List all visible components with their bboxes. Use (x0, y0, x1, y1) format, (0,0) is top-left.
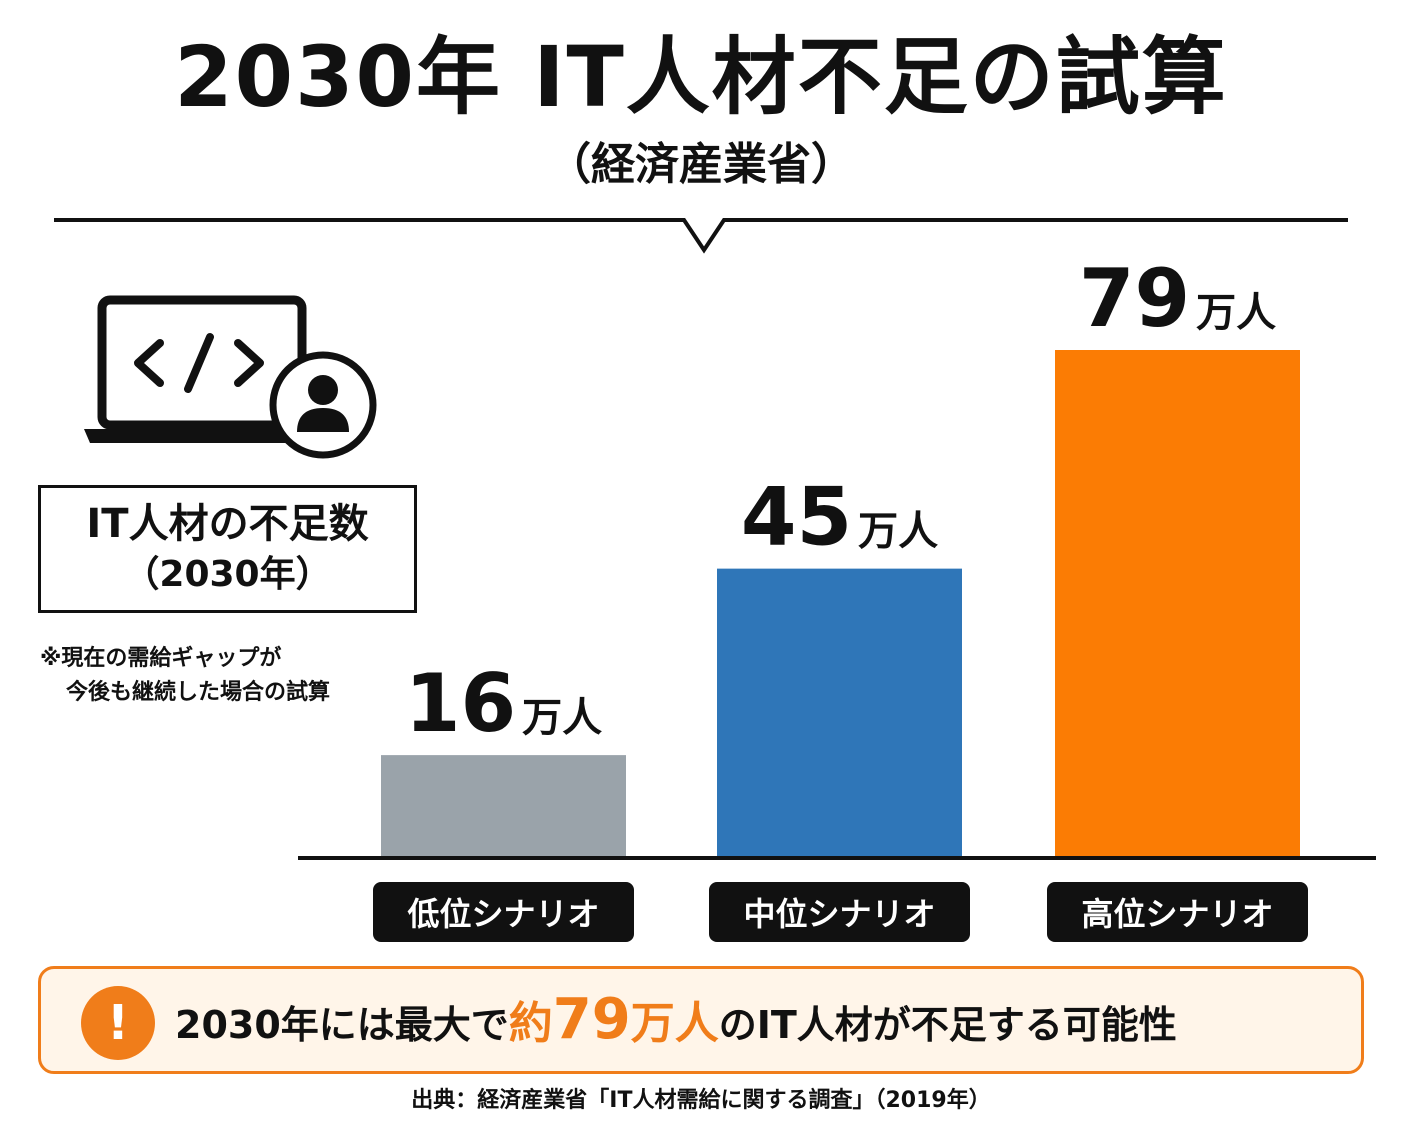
category-label-1: 低位シナリオ (407, 895, 599, 933)
exclamation-icon: ! (81, 986, 155, 1060)
shortage-label-box: IT人材の不足数 （2030年） (38, 485, 417, 613)
source-citation: 出典：経済産業省「IT人材需給に関する調査」（2019年） (411, 1088, 991, 1113)
footnote: ※現在の需給ギャップが 今後も継続した場合の試算 (40, 642, 330, 710)
callout-banner: ! 2030年には最大で約79万人のIT人材が不足する可能性 (38, 966, 1364, 1074)
bar-1 (381, 755, 626, 858)
callout-text: 2030年には最大で約79万人のIT人材が不足する可能性 (175, 969, 1177, 1071)
category-label-2: 中位シナリオ (743, 895, 935, 933)
footnote-line-2: 今後も継続した場合の試算 (66, 680, 331, 705)
footnote-line-1: ※現在の需給ギャップが (40, 646, 282, 671)
bar-value-label-3: 79 万人 (1079, 252, 1276, 345)
user-icon (269, 351, 377, 459)
category-pill-2 (709, 882, 970, 942)
shortage-label-title: IT人材の不足数 (86, 501, 369, 547)
callout-text-after: のIT人材が不足する可能性 (718, 1003, 1177, 1047)
callout-text-before: 2030年には最大で (175, 1003, 509, 1047)
bar-3 (1055, 350, 1300, 858)
category-pill-3 (1047, 882, 1308, 942)
bar-value-label-2: 45 万人 (741, 471, 938, 564)
category-label-3: 高位シナリオ (1081, 895, 1273, 933)
callout-highlight-unit: 万人 (630, 998, 719, 1049)
page-subtitle: （経済産業省） (547, 139, 855, 190)
page-title: 2030年 IT人材不足の試算 (174, 28, 1228, 126)
shortage-label-year: （2030年） (123, 554, 332, 595)
callout-highlight-number: 79 (552, 987, 631, 1052)
bar-value-label-1: 16 万人 (405, 657, 602, 750)
laptop-code-icon (84, 295, 377, 459)
bar-2 (717, 568, 962, 858)
category-pill-1 (373, 882, 634, 942)
callout-highlight-prefix: 約 (508, 998, 553, 1049)
